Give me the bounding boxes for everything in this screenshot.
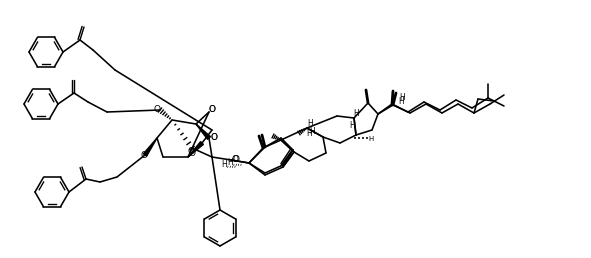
Text: H: H <box>349 120 355 130</box>
Polygon shape <box>144 138 157 156</box>
Text: O: O <box>232 156 239 165</box>
Text: O: O <box>232 155 239 164</box>
Text: O: O <box>189 149 196 157</box>
Text: H: H <box>399 93 405 102</box>
Text: H: H <box>398 96 404 106</box>
Text: O: O <box>210 133 217 141</box>
Text: H: H <box>306 128 312 138</box>
Text: O: O <box>210 133 217 142</box>
Text: H,,,,: H,,,, <box>228 158 243 167</box>
Text: H,,,,: H,,,, <box>222 160 237 170</box>
Text: O: O <box>209 106 216 115</box>
Text: ••••H: ••••H <box>353 136 375 142</box>
Polygon shape <box>188 142 203 157</box>
Text: O: O <box>154 106 161 115</box>
Text: O: O <box>187 148 194 157</box>
Polygon shape <box>196 124 210 139</box>
Text: O: O <box>141 150 148 159</box>
Text: O: O <box>209 106 216 115</box>
Text: H: H <box>309 126 315 135</box>
Text: H: H <box>353 109 359 117</box>
Text: H: H <box>307 119 313 128</box>
